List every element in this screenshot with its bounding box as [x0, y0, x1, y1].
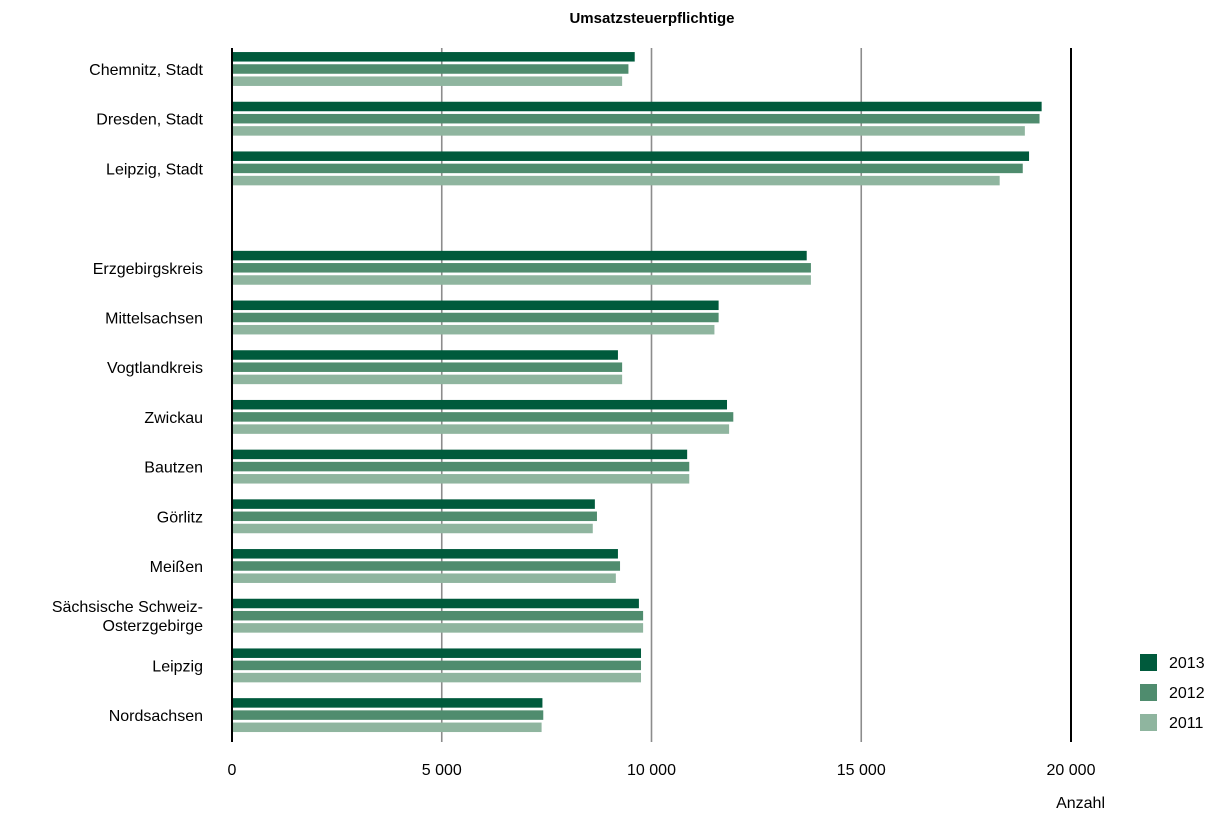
legend: 2013 2012 2011: [1140, 654, 1205, 732]
bar-2013-12: [232, 648, 642, 658]
bar-2013-6: [232, 350, 618, 360]
category-label-5: Mittelsachsen: [105, 311, 203, 328]
legend-label-2012: 2012: [1169, 685, 1205, 702]
category-label-0: Chemnitz, Stadt: [89, 62, 203, 79]
bar-2011-12: [232, 672, 642, 683]
bar-2012-8: [232, 461, 690, 472]
category-label-4: Erzgebirgskreis: [93, 261, 203, 278]
category-label-line: Zwickau: [144, 410, 203, 427]
bar-2012-6: [232, 362, 623, 372]
x-tick-label-5000: 5 000: [422, 762, 462, 779]
bar-2013-13: [232, 698, 543, 708]
bar-2011-1: [232, 126, 1025, 136]
bar-2013-9: [232, 499, 595, 509]
bar-2011-7: [232, 424, 730, 434]
x-tick-labels: 0 5 000 10 000 15 000 20 000: [228, 762, 1096, 779]
category-label-9: Görlitz: [157, 509, 203, 526]
category-label-line: Bautzen: [144, 460, 203, 477]
x-tick-label-10000: 10 000: [627, 762, 676, 779]
x-tick-label-0: 0: [228, 762, 237, 779]
category-label-line: Vogtlandkreis: [107, 360, 203, 377]
bar-2012-9: [232, 511, 597, 522]
category-label-line: Sächsische Schweiz-: [52, 599, 203, 616]
bars: [232, 52, 1042, 733]
category-label-1: Dresden, Stadt: [96, 112, 203, 129]
category-label-12: Leipzig: [152, 658, 203, 675]
category-label-line: Leipzig, Stadt: [106, 161, 204, 178]
legend-label-2011: 2011: [1169, 715, 1204, 732]
legend-label-2013: 2013: [1169, 655, 1205, 672]
legend-swatch-2012: [1140, 684, 1157, 701]
bar-2011-5: [232, 324, 715, 335]
bar-2013-4: [232, 250, 807, 261]
bar-2011-10: [232, 573, 616, 583]
bar-2012-10: [232, 561, 621, 571]
bar-2012-1: [232, 113, 1040, 124]
bar-2013-10: [232, 549, 618, 559]
bar-2013-7: [232, 399, 728, 410]
chart-title: Umsatzsteuerpflichtige: [569, 10, 734, 27]
bar-2011-9: [232, 523, 593, 534]
category-label-11: Sächsische Schweiz- Osterzgebirge: [52, 599, 203, 635]
category-label-8: Bautzen: [144, 460, 203, 477]
bar-2012-2: [232, 163, 1023, 174]
legend-swatch-2013: [1140, 654, 1157, 671]
category-label-line: Osterzgebirge: [103, 618, 204, 635]
bar-2011-8: [232, 474, 690, 484]
category-label-13: Nordsachsen: [109, 708, 203, 725]
category-label-2: Leipzig, Stadt: [106, 161, 204, 178]
bar-2012-12: [232, 660, 642, 671]
category-label-7: Zwickau: [144, 410, 203, 427]
bar-2011-0: [232, 76, 623, 86]
category-label-line: Leipzig: [152, 658, 203, 675]
bar-2013-0: [232, 52, 635, 62]
category-label-line: Görlitz: [157, 509, 203, 526]
category-labels: Chemnitz, Stadt Dresden, Stadt Leipzig, St…: [52, 62, 204, 725]
category-label-line: Dresden, Stadt: [96, 112, 203, 129]
bar-2011-4: [232, 275, 811, 285]
bar-2013-8: [232, 449, 688, 460]
bar-2011-2: [232, 175, 1000, 186]
bar-2013-5: [232, 300, 719, 311]
bar-2013-11: [232, 598, 639, 609]
category-label-line: Meißen: [150, 559, 203, 576]
x-tick-label-20000: 20 000: [1047, 762, 1096, 779]
bar-2012-13: [232, 710, 544, 720]
bar-2013-1: [232, 101, 1042, 112]
x-axis-label: Anzahl: [1056, 795, 1105, 812]
bar-2012-7: [232, 412, 734, 422]
bar-2012-5: [232, 312, 719, 323]
bar-2012-11: [232, 610, 644, 621]
bar-2011-6: [232, 374, 623, 385]
legend-swatch-2011: [1140, 714, 1157, 731]
category-label-6: Vogtlandkreis: [107, 360, 203, 377]
category-label-line: Nordsachsen: [109, 708, 203, 725]
x-tick-label-15000: 15 000: [837, 762, 886, 779]
bar-2012-0: [232, 64, 629, 74]
category-label-10: Meißen: [150, 559, 203, 576]
category-label-line: Erzgebirgskreis: [93, 261, 203, 278]
category-label-line: Chemnitz, Stadt: [89, 62, 203, 79]
bar-2012-4: [232, 263, 811, 273]
axes: [231, 48, 1072, 742]
bar-2013-2: [232, 151, 1030, 161]
category-label-line: Mittelsachsen: [105, 311, 203, 328]
bar-2011-13: [232, 722, 542, 733]
bar-2011-11: [232, 623, 644, 633]
